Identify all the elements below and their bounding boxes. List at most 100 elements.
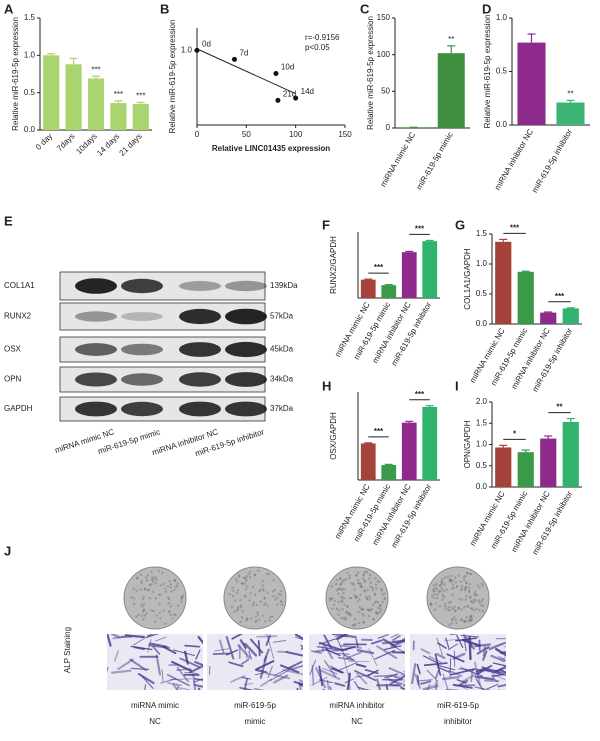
well-texture bbox=[337, 600, 340, 604]
bar bbox=[422, 406, 438, 480]
well-texture bbox=[381, 600, 384, 604]
well-texture bbox=[430, 594, 434, 597]
blot-band bbox=[179, 342, 221, 357]
cells bbox=[209, 634, 303, 690]
well-texture bbox=[252, 601, 256, 604]
bar bbox=[401, 252, 417, 298]
well-texture bbox=[432, 584, 435, 587]
well-texture bbox=[470, 600, 473, 604]
well-texture bbox=[243, 576, 247, 580]
cells bbox=[107, 634, 203, 690]
cell bbox=[449, 634, 460, 636]
cell bbox=[250, 638, 264, 654]
cell bbox=[298, 683, 303, 687]
well-texture bbox=[374, 583, 378, 587]
well-texture bbox=[440, 587, 444, 590]
y-axis-label: COL1A1/GAPDH bbox=[463, 248, 472, 310]
cell bbox=[161, 669, 164, 682]
well-texture bbox=[454, 576, 457, 579]
well-texture bbox=[481, 598, 484, 601]
cell bbox=[272, 640, 287, 643]
cell bbox=[314, 648, 329, 653]
point-label: 14d bbox=[301, 87, 314, 96]
well-texture bbox=[154, 576, 157, 579]
bar bbox=[437, 53, 465, 129]
size-label: 57kDa bbox=[270, 312, 294, 321]
well-texture bbox=[345, 610, 348, 613]
well-texture bbox=[440, 583, 444, 586]
well-texture bbox=[140, 581, 143, 585]
well-texture bbox=[169, 613, 173, 617]
well-texture bbox=[357, 578, 360, 582]
well-texture bbox=[174, 586, 177, 589]
point-label: 7d bbox=[239, 48, 248, 57]
well-texture bbox=[341, 608, 344, 611]
well-texture bbox=[159, 617, 162, 620]
size-label: 37kDa bbox=[270, 404, 294, 413]
well-texture bbox=[262, 589, 265, 593]
panel-label: H bbox=[322, 378, 331, 393]
well-texture bbox=[132, 597, 136, 600]
cell bbox=[130, 667, 150, 671]
point bbox=[194, 47, 200, 53]
well-texture bbox=[468, 590, 471, 594]
well-texture bbox=[255, 619, 258, 623]
well-texture bbox=[350, 582, 353, 585]
well-texture bbox=[231, 586, 234, 590]
cell bbox=[230, 675, 246, 683]
cell bbox=[360, 688, 365, 690]
well-texture bbox=[367, 614, 371, 618]
well-texture bbox=[366, 597, 369, 600]
cell bbox=[179, 657, 201, 668]
well-texture bbox=[342, 578, 346, 582]
cell bbox=[329, 686, 332, 690]
well-texture bbox=[377, 600, 380, 604]
significance-label: *** bbox=[555, 292, 565, 301]
cell bbox=[475, 678, 484, 690]
well-texture bbox=[465, 585, 468, 589]
well-texture bbox=[244, 588, 248, 591]
cell bbox=[167, 674, 190, 687]
well-texture bbox=[261, 587, 264, 591]
x-tick-label: 150 bbox=[338, 130, 352, 139]
well-texture bbox=[481, 609, 484, 613]
well-texture bbox=[352, 583, 355, 587]
well-texture bbox=[363, 579, 366, 583]
well-texture bbox=[235, 580, 239, 583]
cell bbox=[390, 634, 400, 638]
well-texture bbox=[167, 597, 171, 601]
y-tick-label: 0.0 bbox=[24, 125, 36, 134]
cell bbox=[383, 645, 402, 651]
well-texture bbox=[339, 583, 342, 586]
cell bbox=[463, 634, 467, 652]
well-texture bbox=[436, 593, 439, 596]
cell bbox=[318, 665, 324, 687]
well-texture bbox=[173, 579, 177, 582]
well-texture bbox=[466, 571, 469, 575]
well-texture bbox=[146, 588, 150, 592]
blot-band bbox=[225, 280, 267, 292]
well-texture bbox=[355, 595, 359, 599]
cell bbox=[461, 638, 481, 647]
well-texture bbox=[251, 604, 255, 607]
well-texture bbox=[358, 598, 361, 601]
protein-label: OSX bbox=[4, 345, 22, 354]
well-texture bbox=[460, 588, 463, 592]
cell bbox=[241, 676, 251, 680]
well-texture bbox=[173, 579, 176, 582]
cell bbox=[485, 669, 506, 676]
cell bbox=[423, 662, 448, 667]
cell bbox=[426, 669, 439, 682]
well-texture bbox=[157, 569, 160, 573]
well-texture bbox=[372, 618, 376, 621]
cell bbox=[172, 683, 179, 690]
well-texture bbox=[233, 610, 236, 613]
well-texture bbox=[453, 616, 456, 619]
well-texture bbox=[440, 590, 443, 593]
well-texture bbox=[244, 594, 247, 597]
well-texture bbox=[347, 612, 351, 616]
well-texture bbox=[173, 588, 176, 592]
significance-label: *** bbox=[136, 91, 145, 100]
y-tick-label: 1.5 bbox=[24, 13, 36, 22]
cell bbox=[167, 682, 182, 687]
